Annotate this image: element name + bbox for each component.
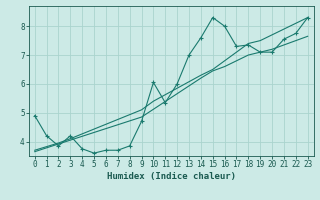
X-axis label: Humidex (Indice chaleur): Humidex (Indice chaleur) (107, 172, 236, 181)
